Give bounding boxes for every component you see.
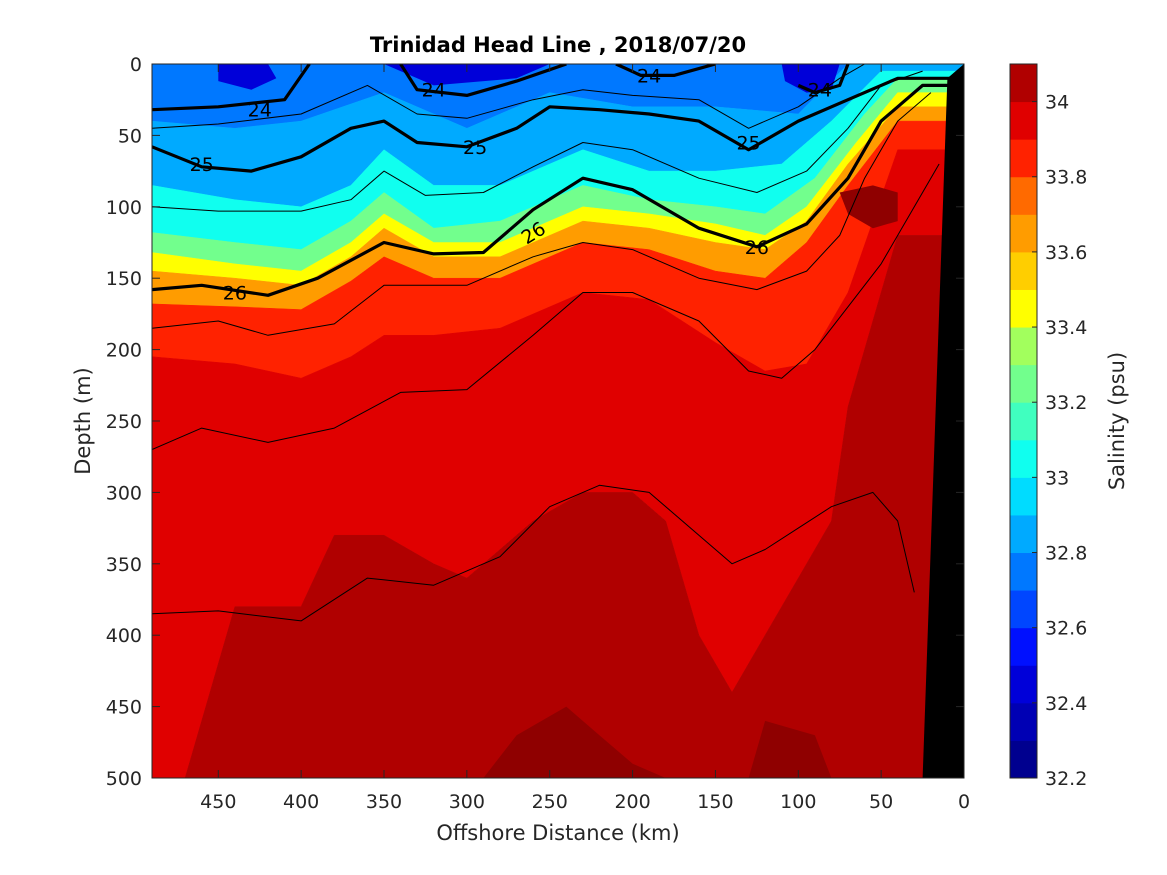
y-tick-label-9: 450	[106, 697, 142, 719]
y-tick-label-3: 150	[106, 268, 142, 290]
x-tick-label-4: 250	[532, 791, 568, 813]
y-tick-label-5: 250	[106, 411, 142, 433]
x-tick-label-1: 400	[283, 791, 319, 813]
colorbar-swatch-13	[1010, 251, 1037, 290]
colorbar-tick-label-6: 33.4	[1045, 317, 1087, 339]
x-tick-label-6: 150	[697, 791, 733, 813]
y-tick-label-8: 400	[106, 625, 142, 647]
colorbar-swatch-14	[1010, 214, 1037, 253]
chart-title: Trinidad Head Line , 2018/07/20	[370, 33, 746, 57]
colorbar-swatch-0	[1010, 740, 1037, 779]
colorbar-swatch-11	[1010, 327, 1037, 366]
colorbar: 32.2 32.4 32.6 32.8 33 33.2 33.4 33.6 33.8 34	[1009, 63, 1087, 790]
density-contour-7	[152, 70, 923, 212]
x-tick-label-5: 200	[614, 791, 650, 813]
density-contour-8	[152, 92, 932, 336]
colorbar-swatch-16	[1010, 139, 1037, 178]
colorbar-tick-label-1: 32.4	[1045, 693, 1087, 715]
y-tick-label-0: 0	[130, 54, 142, 76]
x-axis: 450 400 350 300 250 200 150 100 50 0	[200, 64, 970, 813]
contour-label-3: 24	[808, 80, 832, 102]
y-tick-label-7: 350	[106, 554, 142, 576]
density-contour-5	[152, 83, 964, 297]
x-tick-label-2: 350	[366, 791, 402, 813]
density-contour-4	[152, 76, 964, 173]
density-contours	[152, 64, 964, 622]
contour-label-1: 24	[422, 80, 446, 102]
y-tick-label-2: 100	[106, 197, 142, 219]
salinity-patch-3	[483, 706, 666, 778]
salinity-band-8	[152, 235, 964, 778]
colorbar-swatch-9	[1010, 402, 1037, 441]
contour-label-7: 26	[223, 282, 247, 304]
colorbar-swatch-8	[1010, 439, 1037, 478]
x-tick-label-3: 300	[449, 791, 485, 813]
plot-area	[152, 64, 964, 778]
y-tick-label-10: 500	[106, 768, 142, 790]
density-contour-1	[399, 64, 567, 98]
seafloor-bathymetry	[922, 64, 964, 778]
colorbar-swatch-15	[1010, 176, 1037, 215]
y-tick-label-4: 200	[106, 340, 142, 362]
colorbar-swatch-6	[1010, 514, 1037, 554]
salinity-patch-4	[748, 720, 832, 778]
colorbar-swatch-10	[1010, 364, 1037, 403]
colorbar-frame	[1009, 63, 1038, 779]
colorbar-tick-label-9: 34	[1045, 92, 1069, 114]
y-axis: 0 50 100 150 200 250 300 350 400 450 500	[106, 54, 964, 790]
contour-label-5: 25	[463, 137, 487, 159]
colorbar-tick-label-8: 33.8	[1045, 167, 1087, 189]
colorbar-swatch-12	[1010, 289, 1037, 328]
colorbar-swatch-4	[1010, 590, 1037, 629]
contour-label-6: 25	[736, 133, 760, 155]
salinity-patch-5	[839, 185, 898, 229]
salinity-patch-0	[218, 64, 277, 90]
x-tick-label-8: 50	[869, 791, 893, 813]
colorbar-swatch-5	[1010, 552, 1037, 591]
colorbar-swatch-18	[1010, 64, 1037, 103]
colorbar-swatch-17	[1010, 101, 1037, 140]
colorbar-swatch-7	[1010, 477, 1037, 516]
contour-label-2: 24	[637, 65, 661, 87]
colorbar-tick-label-5: 33.2	[1045, 392, 1087, 414]
colorbar-swatch-1	[1010, 702, 1037, 741]
x-tick-label-0: 450	[200, 791, 236, 813]
density-contour-2	[615, 64, 716, 78]
colorbar-tick-label-7: 33.6	[1045, 242, 1087, 264]
density-contour-0	[152, 64, 311, 112]
colorbar-tick-label-0: 32.2	[1045, 768, 1087, 790]
x-tick-label-9: 0	[958, 791, 970, 813]
x-tick-label-7: 100	[780, 791, 816, 813]
contour-label-4: 25	[190, 154, 214, 176]
y-axis-label: Depth (m)	[71, 367, 95, 474]
density-contour-9	[152, 163, 940, 451]
colorbar-swatch-2	[1010, 665, 1037, 704]
density-contour-3	[797, 64, 850, 95]
colorbar-label: Salinity (psu)	[1105, 352, 1129, 490]
density-contour-6	[152, 64, 865, 129]
salinity-patch-1	[384, 64, 550, 86]
salinity-patch-2	[781, 64, 840, 93]
colorbar-swatch-3	[1010, 627, 1037, 666]
y-tick-label-1: 50	[118, 125, 142, 147]
colorbar-tick-label-2: 32.6	[1045, 618, 1087, 640]
density-contour-10	[152, 484, 915, 622]
salinity-fill-layers	[152, 64, 964, 778]
colorbar-tick-label-4: 33	[1045, 467, 1069, 489]
contour-label-0: 24	[248, 100, 272, 122]
y-tick-label-6: 300	[106, 482, 142, 504]
contour-label-9: 26	[745, 237, 769, 259]
colorbar-tick-label-3: 32.8	[1045, 543, 1087, 565]
x-axis-label: Offshore Distance (km)	[436, 821, 679, 845]
